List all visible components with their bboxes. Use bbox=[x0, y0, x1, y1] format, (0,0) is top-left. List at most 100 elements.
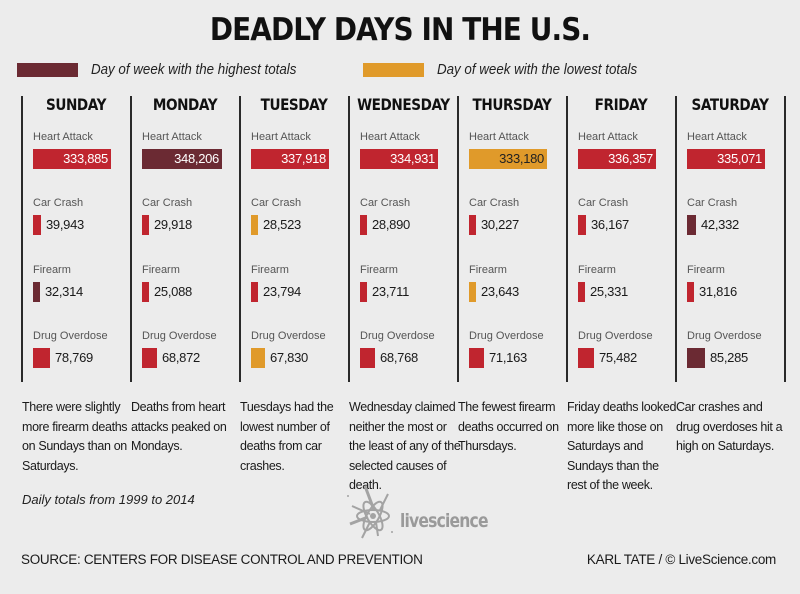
bar-value-label: 68,768 bbox=[380, 350, 418, 365]
cause-drug-overdose: Drug Overdose 85,285 bbox=[687, 329, 787, 368]
livescience-logo-icon bbox=[347, 485, 393, 539]
day-name: THURSDAY bbox=[472, 95, 552, 114]
day-column-tuesday: TUESDAY Heart Attack 337,918 Car Crash 28,52… bbox=[240, 92, 348, 368]
cause-label: Car Crash bbox=[33, 197, 84, 209]
day-name: FRIDAY bbox=[594, 95, 648, 114]
bar-value-label: 28,523 bbox=[263, 217, 301, 232]
cause-heart-attack: Heart Attack 336,357 bbox=[578, 130, 678, 169]
legend-label-lowest: Day of week with the lowest totals bbox=[437, 62, 638, 78]
cause-firearm: Firearm 23,643 bbox=[469, 263, 569, 302]
bar-normal bbox=[469, 215, 476, 235]
cause-heart-attack: Heart Attack 333,885 bbox=[33, 130, 133, 169]
cause-drug-overdose: Drug Overdose 68,768 bbox=[360, 329, 460, 368]
bar-normal bbox=[33, 215, 41, 235]
bar-normal: 336,357 bbox=[578, 149, 656, 169]
bar-value-label: 23,794 bbox=[263, 284, 301, 299]
day-note-friday: Friday deaths looked more like those on … bbox=[567, 400, 677, 492]
cause-label: Firearm bbox=[687, 264, 725, 276]
bar-value-label: 67,830 bbox=[270, 350, 308, 365]
cause-label: Firearm bbox=[578, 264, 616, 276]
cause-label: Drug Overdose bbox=[251, 330, 326, 342]
cause-car-crash: Car Crash 36,167 bbox=[578, 196, 678, 235]
cause-drug-overdose: Drug Overdose 67,830 bbox=[251, 329, 351, 368]
cause-heart-attack: Heart Attack 335,071 bbox=[687, 130, 787, 169]
cause-firearm: Firearm 25,088 bbox=[142, 263, 242, 302]
source-credit: SOURCE: CENTERS FOR DISEASE CONTROL AND … bbox=[21, 552, 423, 567]
cause-firearm: Firearm 32,314 bbox=[33, 263, 133, 302]
bar-value-label: 23,711 bbox=[372, 284, 409, 299]
bar-value-label: 39,943 bbox=[46, 217, 84, 232]
column-divider bbox=[21, 96, 23, 382]
cause-label: Firearm bbox=[33, 264, 71, 276]
day-name: SATURDAY bbox=[691, 95, 769, 114]
bar-value-label: 71,163 bbox=[489, 350, 527, 365]
bar-normal bbox=[687, 282, 694, 302]
cause-label: Car Crash bbox=[687, 197, 738, 209]
bar-highest bbox=[687, 348, 705, 368]
bar-normal bbox=[251, 282, 258, 302]
bar-value-label: 25,331 bbox=[590, 284, 628, 299]
legend-swatch-lowest bbox=[363, 63, 424, 77]
column-divider bbox=[784, 96, 786, 382]
cause-car-crash: Car Crash 39,943 bbox=[33, 196, 133, 235]
bar-lowest bbox=[251, 348, 265, 368]
cause-label: Firearm bbox=[251, 264, 289, 276]
cause-label: Firearm bbox=[469, 264, 507, 276]
bar-lowest: 333,180 bbox=[469, 149, 547, 169]
cause-label: Heart Attack bbox=[33, 131, 93, 143]
bar-normal bbox=[578, 282, 585, 302]
cause-label: Drug Overdose bbox=[33, 330, 108, 342]
bar-value-label: 333,885 bbox=[63, 151, 108, 166]
bar-normal bbox=[142, 348, 157, 368]
day-note-thursday: The fewest firearm deaths occurred on Th… bbox=[458, 400, 559, 453]
cause-heart-attack: Heart Attack 337,918 bbox=[251, 130, 351, 169]
bar-normal bbox=[33, 348, 50, 368]
bar-value-label: 334,931 bbox=[390, 151, 435, 166]
cause-label: Heart Attack bbox=[142, 131, 202, 143]
cause-drug-overdose: Drug Overdose 78,769 bbox=[33, 329, 133, 368]
day-column-thursday: THURSDAY Heart Attack 333,180 Car Crash 30,2… bbox=[458, 92, 566, 368]
column-divider bbox=[130, 96, 132, 382]
cause-firearm: Firearm 23,794 bbox=[251, 263, 351, 302]
bar-value-label: 336,357 bbox=[608, 151, 653, 166]
day-name: WEDNESDAY bbox=[357, 95, 450, 114]
cause-car-crash: Car Crash 42,332 bbox=[687, 196, 787, 235]
bar-normal: 333,885 bbox=[33, 149, 111, 169]
day-name: TUESDAY bbox=[260, 95, 328, 114]
day-column-wednesday: WEDNESDAY Heart Attack 334,931 Car Crash 28,… bbox=[349, 92, 457, 368]
cause-label: Heart Attack bbox=[578, 131, 638, 143]
cause-label: Drug Overdose bbox=[469, 330, 544, 342]
bar-value-label: 348,206 bbox=[174, 151, 219, 166]
column-divider bbox=[566, 96, 568, 382]
cause-label: Car Crash bbox=[142, 197, 193, 209]
cause-drug-overdose: Drug Overdose 75,482 bbox=[578, 329, 678, 368]
cause-label: Heart Attack bbox=[469, 131, 529, 143]
cause-heart-attack: Heart Attack 334,931 bbox=[360, 130, 460, 169]
cause-firearm: Firearm 23,711 bbox=[360, 263, 460, 302]
bar-value-label: 28,890 bbox=[372, 217, 410, 232]
bar-normal bbox=[142, 215, 149, 235]
bar-highest: 348,206 bbox=[142, 149, 222, 169]
bar-highest bbox=[687, 215, 696, 235]
bar-value-label: 337,918 bbox=[281, 151, 326, 166]
cause-heart-attack: Heart Attack 348,206 bbox=[142, 130, 242, 169]
bar-normal: 335,071 bbox=[687, 149, 765, 169]
bar-lowest bbox=[469, 282, 476, 302]
cause-label: Car Crash bbox=[578, 197, 629, 209]
cause-heart-attack: Heart Attack 333,180 bbox=[469, 130, 569, 169]
cause-label: Heart Attack bbox=[687, 131, 747, 143]
bar-value-label: 36,167 bbox=[591, 217, 629, 232]
cause-label: Firearm bbox=[360, 264, 398, 276]
bar-normal bbox=[578, 215, 586, 235]
cause-label: Heart Attack bbox=[251, 131, 311, 143]
cause-firearm: Firearm 31,816 bbox=[687, 263, 787, 302]
column-divider bbox=[675, 96, 677, 382]
bar-value-label: 78,769 bbox=[55, 350, 93, 365]
legend-swatch-highest bbox=[17, 63, 78, 77]
bar-value-label: 25,088 bbox=[154, 284, 192, 299]
bar-normal: 334,931 bbox=[360, 149, 438, 169]
cause-label: Drug Overdose bbox=[360, 330, 435, 342]
bar-value-label: 335,071 bbox=[717, 151, 762, 166]
bar-value-label: 42,332 bbox=[701, 217, 739, 232]
column-divider bbox=[239, 96, 241, 382]
